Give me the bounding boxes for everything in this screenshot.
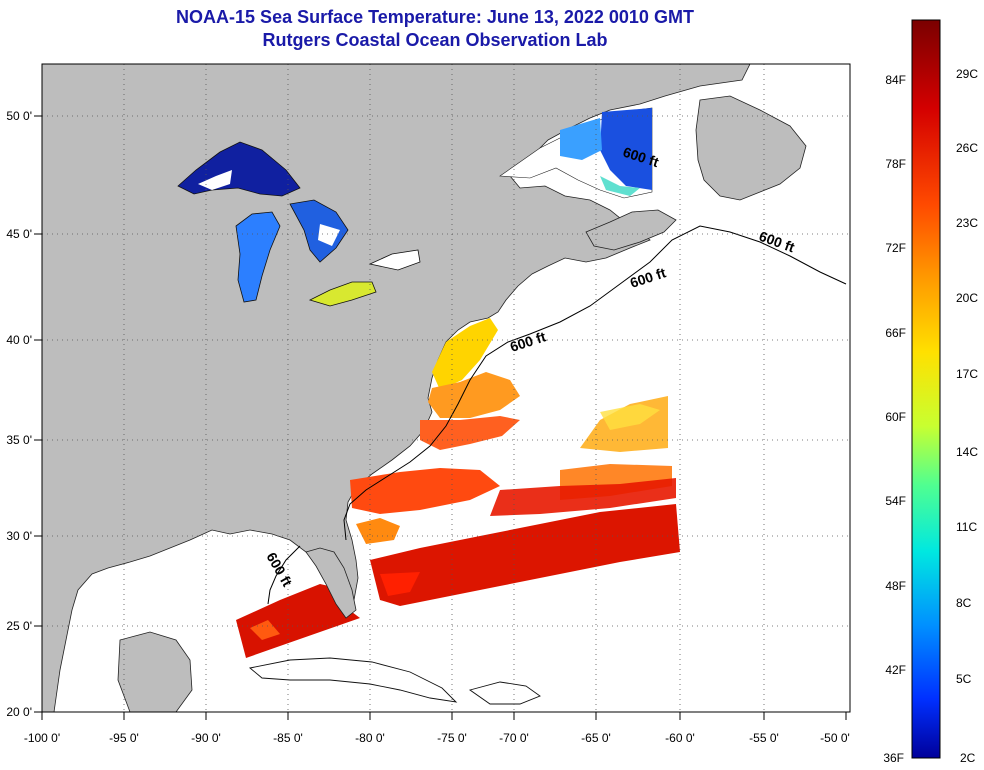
land-cuba (248, 657, 458, 703)
great-lakes (177, 141, 421, 307)
ticks (34, 115, 847, 720)
lon-label: -100 0' (24, 731, 60, 745)
colorbar (911, 19, 941, 759)
colorbar-c-labels: 29C 26C 23C 20C 17C 14C 11C 8C 5C 2C (956, 67, 978, 765)
lon-label: -65 0' (581, 731, 611, 745)
lake-michigan (235, 211, 281, 303)
lon-label: -95 0' (109, 731, 139, 745)
cb-f-label: 36F (883, 751, 904, 765)
lon-labels: -100 0' -95 0' -90 0' -85 0' -80 0' -75 … (24, 731, 850, 745)
cb-c-label: 11C (956, 520, 977, 534)
lake-erie (308, 281, 377, 307)
cb-c-label: 5C (956, 672, 972, 686)
lat-label: 35 0' (6, 433, 32, 447)
contour-600ft (267, 225, 847, 605)
cb-c-label: 2C (960, 751, 976, 765)
cb-c-label: 20C (956, 291, 978, 305)
map-title: NOAA-15 Sea Surface Temperature: June 13… (176, 7, 694, 27)
lon-label: -90 0' (191, 731, 221, 745)
lake-ontario (368, 249, 421, 271)
cb-c-label: 26C (956, 141, 978, 155)
lon-label: -50 0' (820, 731, 850, 745)
map-frame (41, 63, 851, 713)
cb-c-label: 29C (956, 67, 978, 81)
land-yucatan (117, 631, 193, 712)
lat-label: 45 0' (6, 227, 32, 241)
land-newfoundland (695, 95, 807, 201)
cb-f-label: 78F (885, 157, 906, 171)
lon-label: -75 0' (437, 731, 467, 745)
lon-label: -55 0' (749, 731, 779, 745)
lake-superior-cloud (198, 170, 232, 190)
lon-label: -70 0' (499, 731, 529, 745)
lon-label: -85 0' (273, 731, 303, 745)
cb-f-label: 54F (885, 494, 906, 508)
grid (42, 64, 850, 712)
cb-c-label: 8C (956, 596, 972, 610)
cb-f-label: 84F (885, 73, 906, 87)
cb-c-label: 23C (956, 216, 978, 230)
lat-labels: 50 0' 45 0' 40 0' 35 0' 30 0' 25 0' 20 0… (6, 109, 32, 719)
lat-label: 20 0' (6, 705, 32, 719)
cb-f-label: 42F (885, 663, 906, 677)
land-hispaniola (468, 681, 541, 705)
cb-f-label: 72F (885, 241, 906, 255)
cb-f-label: 48F (885, 579, 906, 593)
lat-label: 30 0' (6, 529, 32, 543)
lat-label: 40 0' (6, 333, 32, 347)
lon-label: -60 0' (665, 731, 695, 745)
land-nova-scotia (585, 209, 677, 251)
colorbar-f-labels: 84F 78F 72F 66F 60F 54F 48F 42F 36F (883, 73, 906, 765)
cb-f-label: 66F (885, 326, 906, 340)
land-florida (305, 547, 357, 619)
lake-huron (289, 199, 349, 263)
st-lawrence-sst (499, 107, 653, 199)
cb-c-label: 17C (956, 367, 978, 381)
map-subtitle: Rutgers Coastal Ocean Observation Lab (262, 30, 608, 50)
lake-huron-cloud (318, 224, 340, 246)
lat-label: 25 0' (6, 619, 32, 633)
lat-label: 50 0' (6, 109, 32, 123)
land-north-america (42, 64, 751, 712)
cb-c-label: 14C (956, 445, 978, 459)
lon-label: -80 0' (355, 731, 385, 745)
cb-f-label: 60F (885, 410, 906, 424)
sst-swaths (236, 318, 680, 658)
